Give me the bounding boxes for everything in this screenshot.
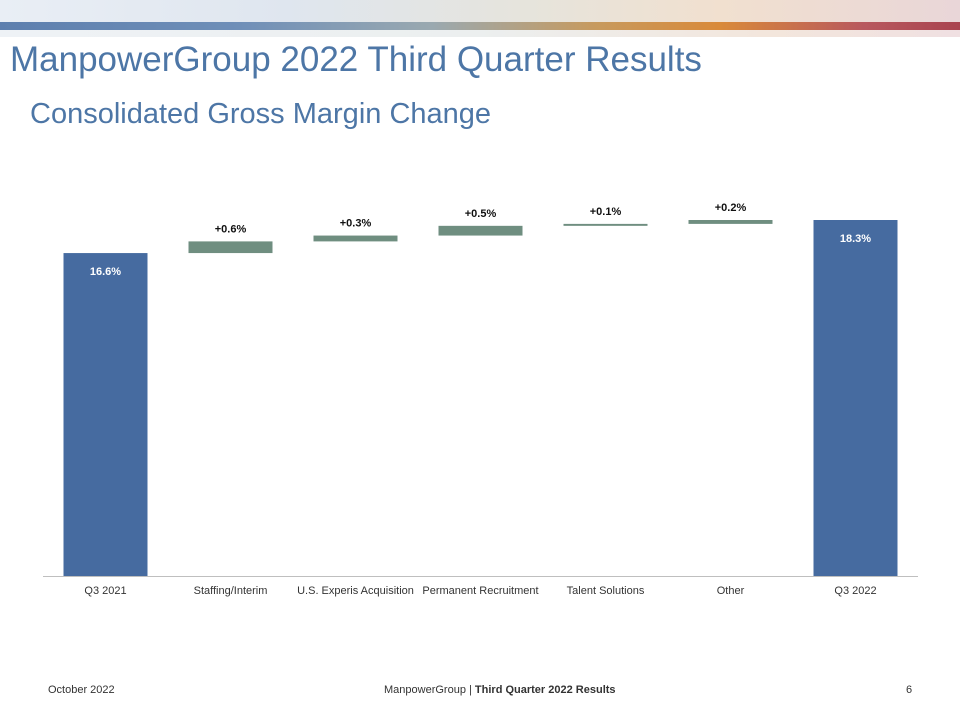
bar-q3-2021 bbox=[63, 253, 148, 576]
bar-q3-2022 bbox=[813, 220, 898, 576]
x-tick-label: Other bbox=[717, 585, 745, 597]
bar-u-s-experis-acquisition bbox=[313, 235, 398, 242]
data-label-q3-2022: 18.3% bbox=[840, 233, 871, 245]
data-label-u-s-experis-acquisition: +0.3% bbox=[340, 218, 372, 230]
x-tick-label: Q3 2022 bbox=[834, 585, 876, 597]
data-label-staffing-interim: +0.6% bbox=[215, 223, 247, 235]
data-label-talent-solutions: +0.1% bbox=[590, 206, 622, 218]
bar-staffing-interim bbox=[188, 241, 273, 254]
x-tick-label: Q3 2021 bbox=[84, 585, 126, 597]
x-tick-label: U.S. Experis Acquisition bbox=[297, 585, 414, 597]
chart-bars bbox=[63, 220, 898, 576]
header-under-bar bbox=[0, 30, 960, 37]
bar-talent-solutions bbox=[563, 223, 648, 226]
data-labels: 16.6% +0.6% +0.3% +0.5% +0.1% +0.2% 18.3% bbox=[90, 202, 871, 278]
data-label-permanent-recruitment: +0.5% bbox=[465, 208, 497, 220]
footer-date: October 2022 bbox=[48, 684, 115, 696]
x-tick-label: Talent Solutions bbox=[567, 585, 645, 597]
footer-company: ManpowerGroup bbox=[384, 684, 466, 696]
x-tick-label: Permanent Recruitment bbox=[422, 585, 538, 597]
x-tick-label: Staffing/Interim bbox=[194, 585, 268, 597]
header-gradient-band bbox=[0, 0, 960, 22]
slide-subtitle: Consolidated Gross Margin Change bbox=[30, 98, 492, 130]
data-label-other: +0.2% bbox=[715, 202, 747, 214]
footer-separator: | bbox=[465, 684, 475, 696]
footer-title: ManpowerGroup | Third Quarter 2022 Resul… bbox=[384, 684, 616, 696]
page-number: 6 bbox=[906, 684, 913, 696]
header-accent-bar bbox=[0, 22, 960, 30]
data-label-q3-2021: 16.6% bbox=[90, 266, 121, 278]
bar-permanent-recruitment bbox=[438, 225, 523, 236]
slide-title: ManpowerGroup 2022 Third Quarter Results bbox=[10, 40, 702, 79]
footer-report: Third Quarter 2022 Results bbox=[474, 684, 616, 696]
bar-other bbox=[688, 220, 773, 224]
x-axis-ticks: Q3 2021 Staffing/Interim U.S. Experis Acqu… bbox=[84, 585, 876, 597]
